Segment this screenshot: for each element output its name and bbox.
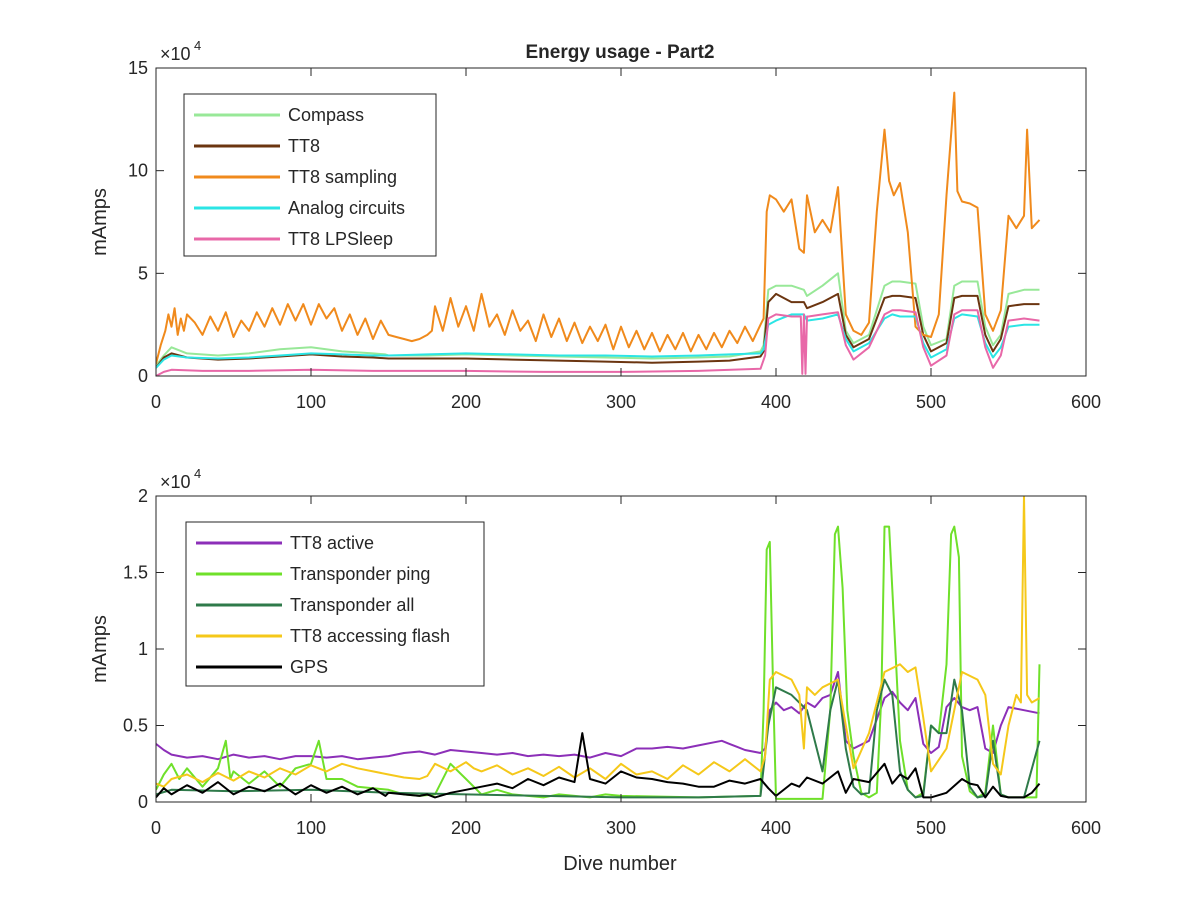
y-tick-label-top: 0 bbox=[138, 366, 148, 386]
y-tick-label-bottom: 1.5 bbox=[123, 563, 148, 583]
x-tick-label-top: 300 bbox=[606, 392, 636, 412]
x-tick-label-top: 0 bbox=[151, 392, 161, 412]
x-tick-label-top: 500 bbox=[916, 392, 946, 412]
legend-label-top-4: TT8 LPSleep bbox=[288, 229, 393, 249]
series-line-bottom-3 bbox=[156, 496, 1041, 788]
chart-top-ylabel: mAmps bbox=[89, 188, 111, 256]
series-line-bottom-2 bbox=[156, 678, 1041, 799]
x-tick-label-bottom: 0 bbox=[151, 818, 161, 838]
series-line-top-3 bbox=[156, 313, 1040, 369]
y-tick-label-top: 15 bbox=[128, 58, 148, 78]
series-line-top-1 bbox=[156, 292, 1040, 369]
legend-label-top-3: Analog circuits bbox=[288, 198, 405, 218]
exponent-power-bottom: 4 bbox=[194, 466, 201, 481]
x-tick-label-top: 600 bbox=[1071, 392, 1101, 412]
legend-label-bottom-4: GPS bbox=[290, 657, 328, 677]
chart-top-legend: Compass TT8 TT8 sampling Analog circuits TT8… bbox=[183, 93, 437, 257]
series-line-top-4 bbox=[156, 309, 1040, 376]
x-tick-label-top: 200 bbox=[451, 392, 481, 412]
series-line-bottom-1 bbox=[156, 525, 1041, 800]
x-tick-label-bottom: 200 bbox=[451, 818, 481, 838]
x-tick-label-bottom: 400 bbox=[761, 818, 791, 838]
legend-label-bottom-3: TT8 accessing flash bbox=[290, 626, 450, 646]
y-tick-label-bottom: 2 bbox=[138, 486, 148, 506]
legend-label-top-0: Compass bbox=[288, 105, 364, 125]
x-tick-label-bottom: 100 bbox=[296, 818, 326, 838]
chart-bottom-legend: TT8 active Transponder ping Transponder al… bbox=[185, 521, 485, 687]
series-line-top-2 bbox=[156, 91, 1041, 364]
y-tick-label-top: 5 bbox=[138, 263, 148, 283]
exponent-base-top: ×10 bbox=[160, 44, 191, 64]
legend-label-top-2: TT8 sampling bbox=[288, 167, 397, 187]
series-line-top-0 bbox=[156, 272, 1040, 367]
y-tick-label-bottom: 0.5 bbox=[123, 716, 148, 736]
legend-box-top bbox=[183, 93, 437, 257]
x-tick-label-bottom: 300 bbox=[606, 818, 636, 838]
x-tick-label-top: 400 bbox=[761, 392, 791, 412]
chart-bottom-exponent: ×10 4 bbox=[160, 466, 201, 492]
chart-top-plot bbox=[156, 91, 1041, 376]
x-axis-label: Dive number bbox=[563, 853, 677, 875]
legend-label-top-1: TT8 bbox=[288, 136, 320, 156]
x-tick-label-top: 100 bbox=[296, 392, 326, 412]
legend-label-bottom-0: TT8 active bbox=[290, 533, 374, 553]
x-tick-label-bottom: 500 bbox=[916, 818, 946, 838]
chart-top: 0 100 200 300 400 500 600 0 5 10 15 mAmps ×10 4 Com… bbox=[89, 38, 1101, 412]
legend-label-bottom-2: Transponder all bbox=[290, 595, 414, 615]
exponent-base-bottom: ×10 bbox=[160, 472, 191, 492]
figure-title: Energy usage - Part2 bbox=[525, 42, 714, 63]
chart-bottom-ylabel: mAmps bbox=[89, 615, 111, 683]
x-tick-label-bottom: 600 bbox=[1071, 818, 1101, 838]
y-tick-label-bottom: 1 bbox=[138, 639, 148, 659]
chart-bottom-axes: 0 100 200 300 400 500 600 0 0.5 1 1.5 2 bbox=[123, 486, 1101, 838]
chart-top-axes: 0 100 200 300 400 500 600 0 5 10 15 bbox=[128, 58, 1101, 412]
chart-top-exponent: ×10 4 bbox=[160, 38, 201, 64]
exponent-power-top: 4 bbox=[194, 38, 201, 53]
y-tick-label-bottom: 0 bbox=[138, 792, 148, 812]
legend-label-bottom-1: Transponder ping bbox=[290, 564, 430, 584]
y-tick-label-top: 10 bbox=[128, 161, 148, 181]
